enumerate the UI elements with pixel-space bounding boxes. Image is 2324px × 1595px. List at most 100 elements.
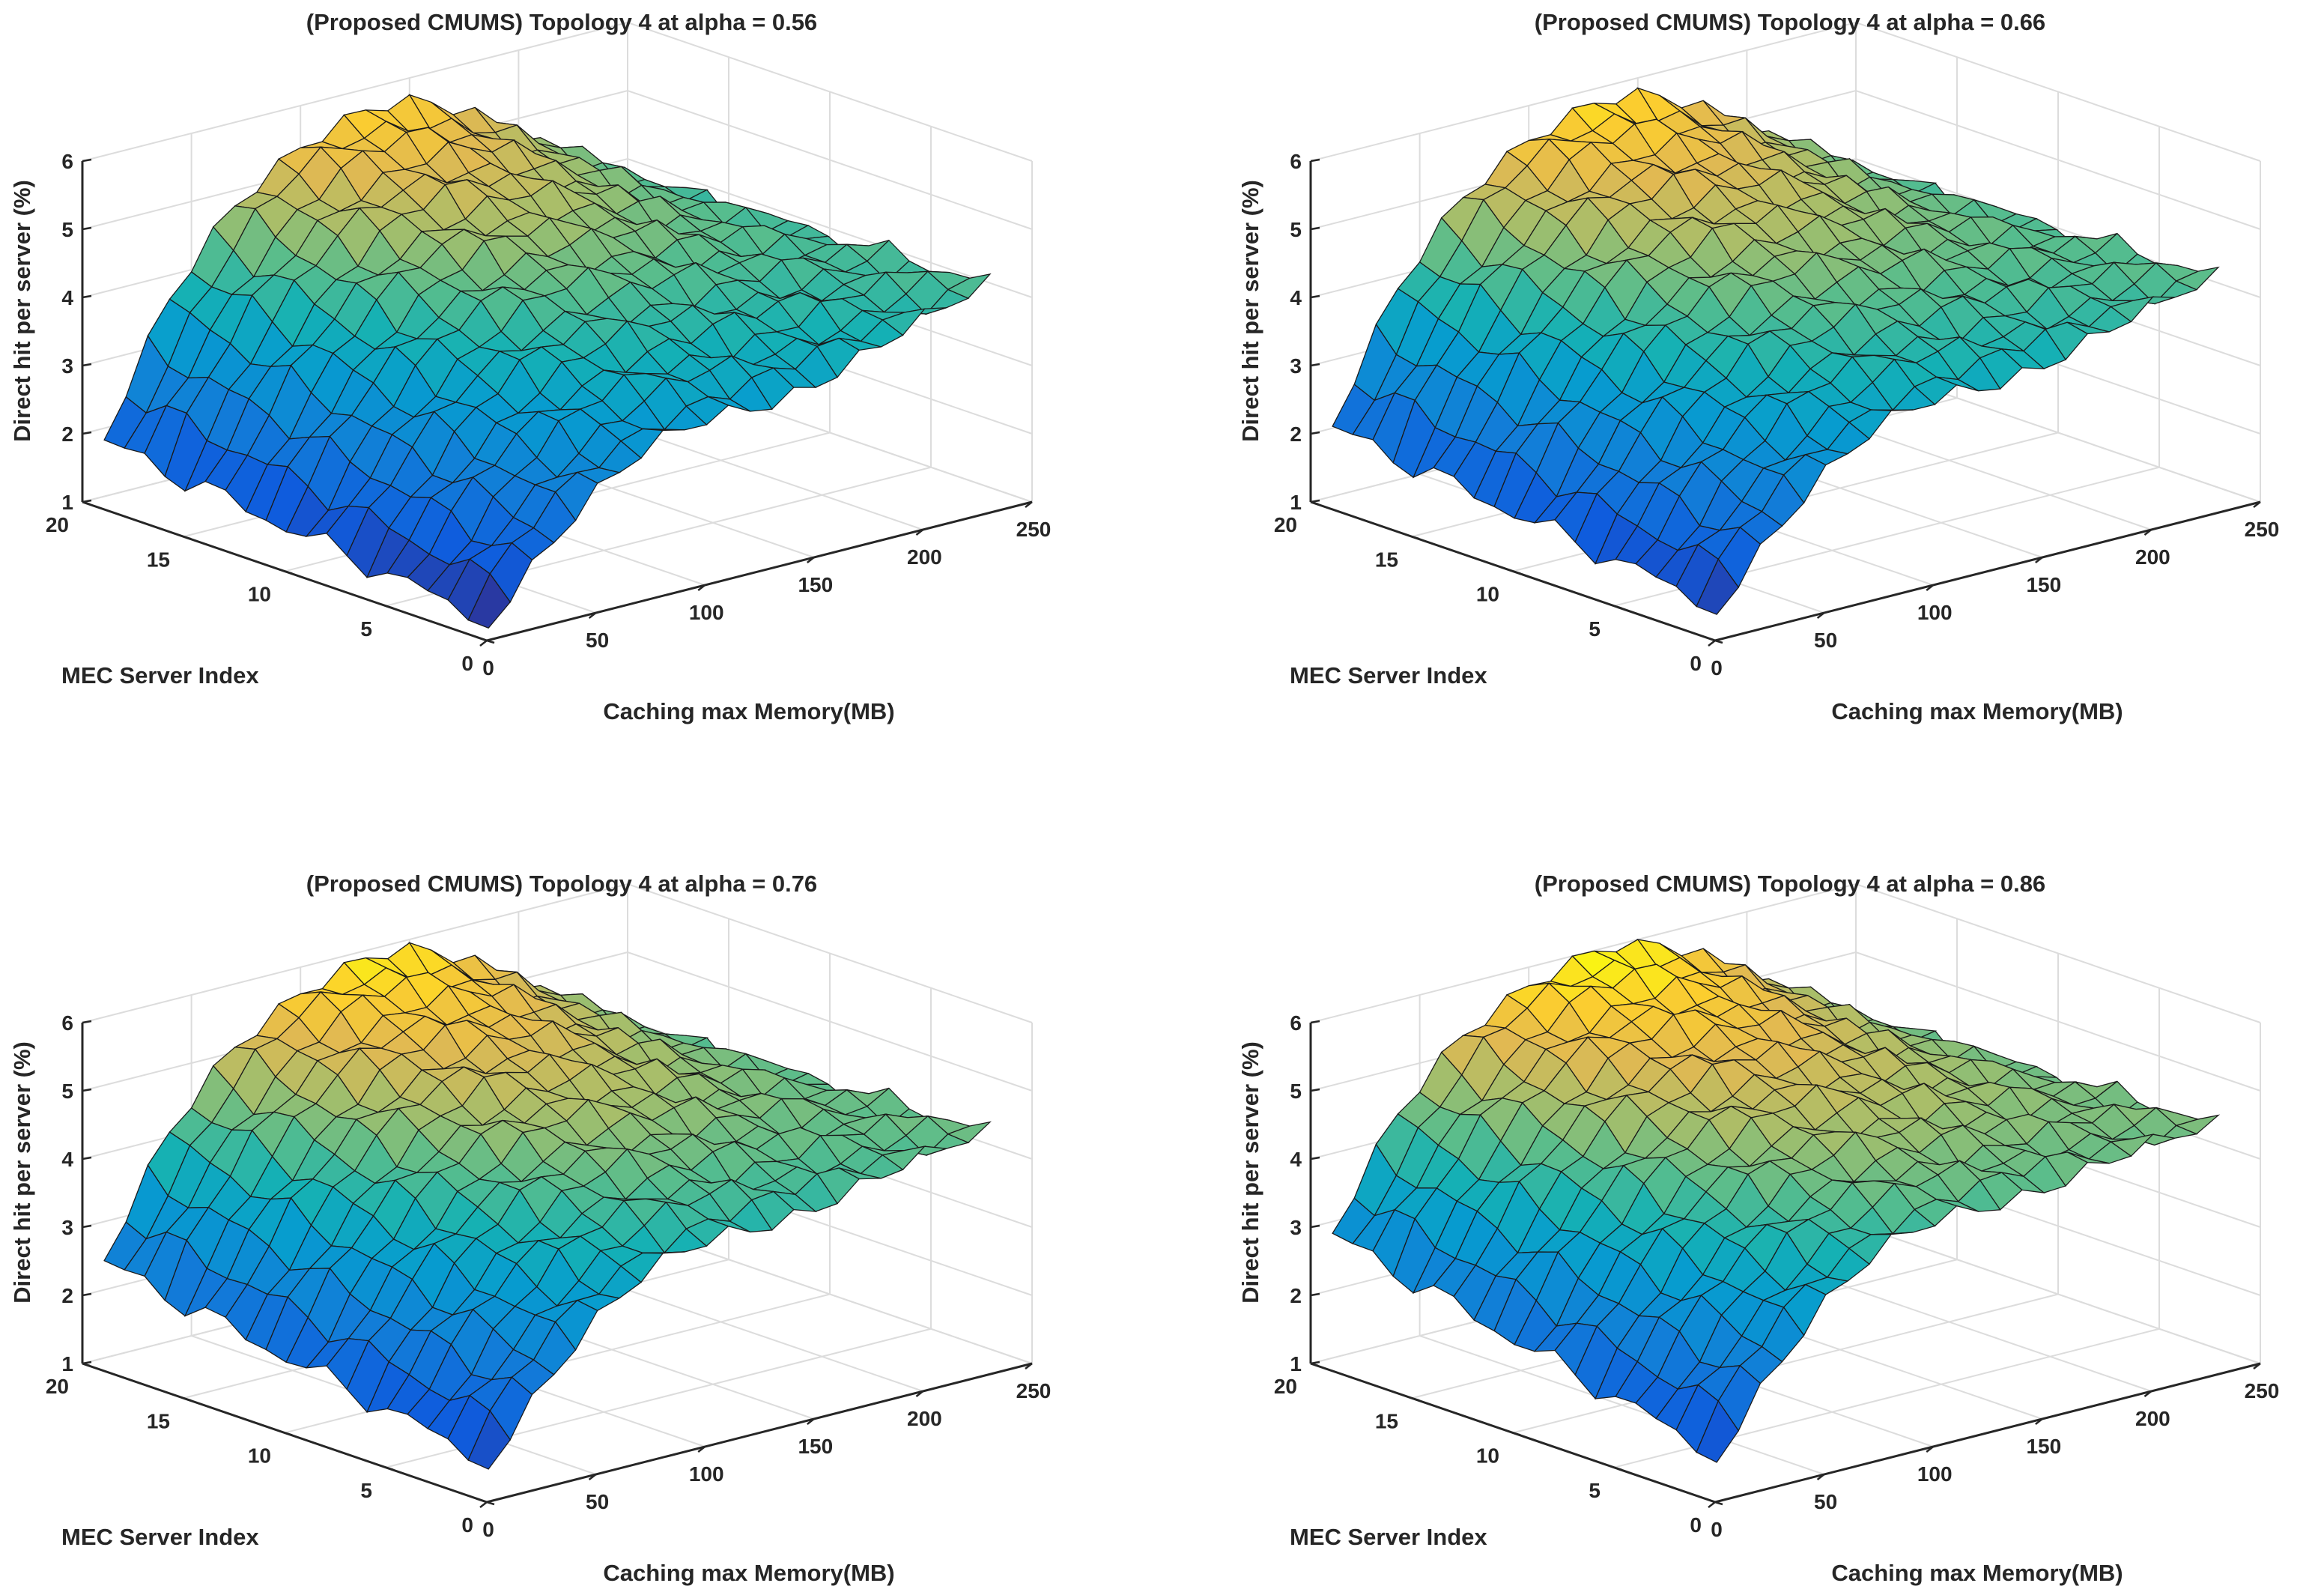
- x-tick: [807, 557, 815, 563]
- z-tick-label: 1: [61, 491, 73, 514]
- y-tick: [1714, 1501, 1723, 1506]
- y-axis-label: MEC Server Index: [1290, 1524, 1487, 1550]
- z-tick-label: 3: [1290, 354, 1302, 378]
- chart-title: (Proposed CMUMS) Topology 4 at alpha = 0…: [1535, 9, 2045, 35]
- y-tick-label: 0: [1690, 652, 1702, 675]
- z-tick: [1310, 363, 1320, 367]
- z-tick-label: 3: [61, 354, 73, 378]
- z-axis-label: Direct hit per server (%): [1237, 180, 1263, 442]
- x-tick: [479, 1501, 488, 1508]
- x-tick: [807, 1418, 815, 1425]
- z-tick-label: 6: [61, 1011, 73, 1035]
- x-axis-line: [1714, 1362, 2261, 1504]
- axes: 0 50 100 150 200 250 0 5 10 15 201 2 3 4 5 6: [46, 150, 1052, 680]
- z-tick: [82, 1088, 92, 1092]
- surface: [1332, 87, 2220, 615]
- z-tick: [82, 226, 92, 231]
- y-tick-label: 5: [360, 1479, 372, 1502]
- y-tick-label: 15: [147, 548, 170, 571]
- gridline-z: [1310, 883, 2261, 1023]
- gridline-z: [82, 883, 1033, 1023]
- x-tick-label: 50: [1814, 629, 1837, 652]
- x-axis-label: Caching max Memory(MB): [603, 698, 894, 724]
- y-tick-label: 20: [46, 1375, 69, 1398]
- z-tick: [82, 431, 92, 435]
- y-tick-label: 10: [1476, 1444, 1499, 1468]
- y-tick: [1411, 1397, 1420, 1402]
- z-tick: [82, 499, 92, 503]
- y-tick: [1512, 1432, 1521, 1436]
- y-tick: [183, 1397, 192, 1402]
- z-tick: [82, 1292, 92, 1297]
- z-tick: [1310, 294, 1320, 299]
- y-tick: [284, 570, 293, 575]
- z-tick-label: 2: [61, 1284, 73, 1307]
- axes: 0 50 100 150 200 250 0 5 10 15 201 2 3 4 5 6: [1274, 150, 2280, 680]
- z-tick: [1310, 1156, 1320, 1160]
- z-tick: [82, 1361, 92, 1365]
- y-tick: [1714, 639, 1723, 644]
- y-tick-label: 10: [1476, 583, 1499, 606]
- y-tick: [1613, 605, 1622, 609]
- y-tick-label: 20: [46, 513, 69, 536]
- z-tick: [1310, 226, 1320, 231]
- z-tick-label: 6: [1290, 1011, 1302, 1035]
- z-tick-label: 5: [61, 218, 73, 241]
- y-tick: [1613, 1466, 1622, 1471]
- gridline-z: [82, 21, 1033, 162]
- z-tick: [1310, 431, 1320, 435]
- x-axis-line: [486, 500, 1033, 642]
- x-axis-line: [486, 1362, 1033, 1504]
- x-tick-label: 50: [1814, 1490, 1837, 1513]
- surface: [103, 94, 992, 629]
- z-tick: [1310, 1088, 1320, 1092]
- gridline-z: [1310, 21, 2261, 162]
- x-tick-label: 150: [798, 1435, 833, 1458]
- x-tick: [479, 640, 488, 647]
- z-tick: [82, 363, 92, 367]
- z-tick: [1310, 1361, 1320, 1365]
- z-axis-label: Direct hit per server (%): [1237, 1041, 1263, 1304]
- x-tick: [1926, 1446, 1934, 1453]
- x-tick: [1708, 640, 1716, 647]
- z-tick-label: 5: [1290, 1080, 1302, 1103]
- y-tick: [385, 605, 394, 609]
- y-tick-label: 20: [1274, 513, 1297, 536]
- surface: [103, 942, 992, 1470]
- z-tick: [1310, 158, 1320, 163]
- y-tick: [1512, 570, 1521, 575]
- axes: 0 50 100 150 200 250 0 5 10 15 201 2 3 4 5 6: [46, 1011, 1052, 1541]
- chart-title: (Proposed CMUMS) Topology 4 at alpha = 0…: [306, 9, 817, 35]
- x-tick: [1025, 501, 1033, 508]
- y-tick-label: 20: [1274, 1375, 1297, 1398]
- z-tick-label: 1: [61, 1352, 73, 1375]
- z-tick-label: 1: [1290, 491, 1302, 514]
- x-tick: [2144, 529, 2152, 536]
- y-tick-label: 15: [1375, 548, 1398, 571]
- y-axis-label: MEC Server Index: [61, 662, 259, 688]
- y-tick: [486, 639, 495, 644]
- z-tick-label: 6: [61, 150, 73, 173]
- z-tick-label: 2: [1290, 423, 1302, 446]
- x-axis-label: Caching max Memory(MB): [1831, 1560, 2123, 1586]
- y-tick-label: 15: [147, 1409, 170, 1432]
- z-axis-label: Direct hit per server (%): [9, 1041, 35, 1304]
- z-tick: [82, 1020, 92, 1024]
- z-tick: [1310, 1020, 1320, 1024]
- surface-patch: [467, 1409, 512, 1470]
- x-tick-label: 150: [2026, 573, 2061, 596]
- z-tick: [82, 294, 92, 299]
- x-tick-label: 150: [798, 573, 833, 596]
- z-tick-label: 3: [61, 1216, 73, 1239]
- x-tick: [915, 529, 924, 536]
- x-tick-label: 250: [1016, 518, 1052, 541]
- x-tick: [915, 1390, 924, 1397]
- z-tick-label: 4: [1290, 286, 1302, 309]
- z-tick-label: 2: [1290, 1284, 1302, 1307]
- z-tick-label: 5: [61, 1080, 73, 1103]
- x-tick-label: 200: [907, 1407, 942, 1430]
- y-tick-label: 0: [461, 1513, 473, 1537]
- x-tick-label: 100: [1917, 601, 1953, 624]
- z-tick-label: 5: [1290, 218, 1302, 241]
- x-tick-label: 250: [1016, 1379, 1052, 1402]
